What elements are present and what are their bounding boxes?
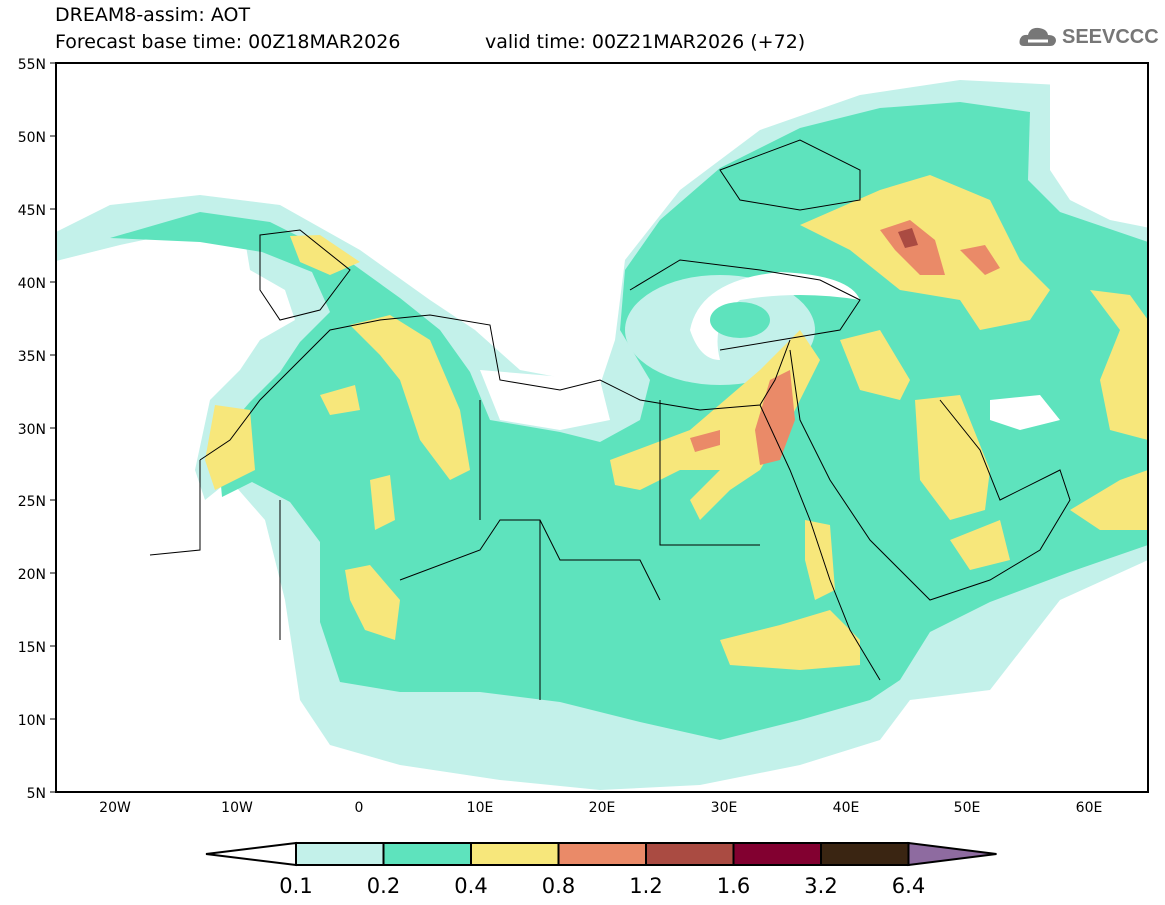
- white-area-ne: [1050, 70, 1148, 228]
- aot-contour-1.2: [898, 228, 918, 248]
- seevccc-logo: SEEVCCC: [1018, 24, 1159, 50]
- white-hole-sahara: [480, 370, 610, 430]
- lat-label: 5N: [27, 786, 46, 802]
- lon-label: 10W: [221, 800, 253, 816]
- lat-label: 40N: [18, 276, 46, 292]
- valid-time: valid time: 00Z21MAR2026 (+72): [485, 31, 806, 53]
- aot-swirl-inner: [710, 302, 770, 338]
- color-legend: 0.1 0.2 0.4 0.8 1.2 1.6 3.2 6.4: [205, 841, 997, 898]
- legend-level-label: 1.6: [717, 874, 750, 898]
- aot-swirl-white: [690, 272, 860, 360]
- legend-swatch: [295, 842, 385, 866]
- legend-swatch: [382, 842, 472, 866]
- white-hole-iran: [990, 395, 1060, 430]
- legend-swatch: [645, 842, 735, 866]
- legend-swatch: [557, 842, 647, 866]
- lat-ticks: [50, 62, 56, 793]
- lon-label: 60E: [1076, 800, 1103, 816]
- lat-label: 50N: [18, 130, 46, 146]
- legend-level-label: 0.2: [367, 874, 400, 898]
- aot-field: [56, 70, 1148, 790]
- lat-label: 55N: [18, 57, 46, 73]
- legend-level-label: 1.2: [629, 874, 662, 898]
- legend-arrow-high: [907, 841, 997, 867]
- lat-label: 25N: [18, 494, 46, 510]
- legend-swatch: [820, 842, 910, 866]
- lon-label: 10E: [467, 800, 494, 816]
- legend-level-label: 0.1: [279, 874, 312, 898]
- lon-label: 40E: [833, 800, 860, 816]
- logo-text: SEEVCCC: [1062, 25, 1159, 48]
- legend-arrow-low: [205, 841, 297, 867]
- legend-level-label: 3.2: [804, 874, 837, 898]
- lon-label: 30E: [711, 800, 738, 816]
- legend-level-label: 0.8: [542, 874, 575, 898]
- aot-contour-0.4: [205, 175, 1148, 670]
- aot-contour-0.8: [690, 220, 1000, 465]
- legend-level-label: 6.4: [892, 874, 925, 898]
- lat-label: 30N: [18, 422, 46, 438]
- lon-label: 20E: [589, 800, 616, 816]
- cloud-icon: [1019, 27, 1056, 46]
- lat-label: 20N: [18, 567, 46, 583]
- legend-level-label: 0.4: [454, 874, 487, 898]
- legend-swatch: [732, 842, 822, 866]
- lat-label: 10N: [18, 713, 46, 729]
- lat-label: 35N: [18, 349, 46, 365]
- forecast-base-time: Forecast base time: 00Z18MAR2026: [55, 31, 401, 53]
- lon-label: 50E: [954, 800, 981, 816]
- country-borders: [149, 139, 1071, 700]
- lon-label: 0: [355, 800, 364, 816]
- legend-swatch: [470, 842, 560, 866]
- map-title: DREAM8-assim: AOT: [55, 4, 251, 26]
- lat-label: 45N: [18, 203, 46, 219]
- lat-label: 15N: [18, 640, 46, 656]
- lon-label: 20W: [99, 800, 131, 816]
